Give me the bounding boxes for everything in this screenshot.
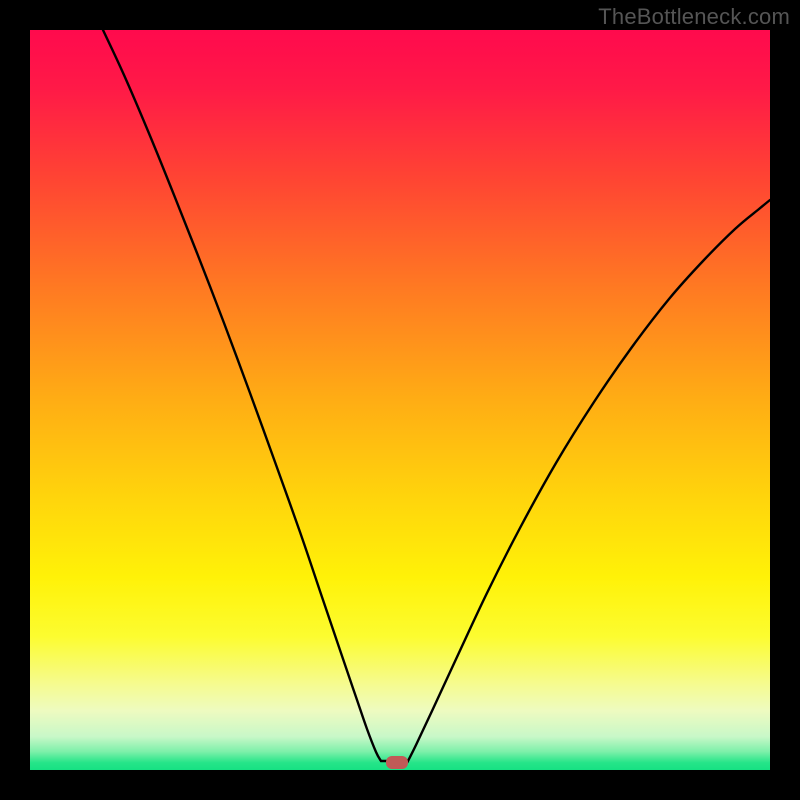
curve-overlay (0, 0, 800, 800)
chart-canvas: TheBottleneck.com (0, 0, 800, 800)
bottleneck-curve (103, 30, 770, 762)
attribution-text: TheBottleneck.com (598, 4, 790, 30)
minimum-marker (386, 756, 408, 769)
